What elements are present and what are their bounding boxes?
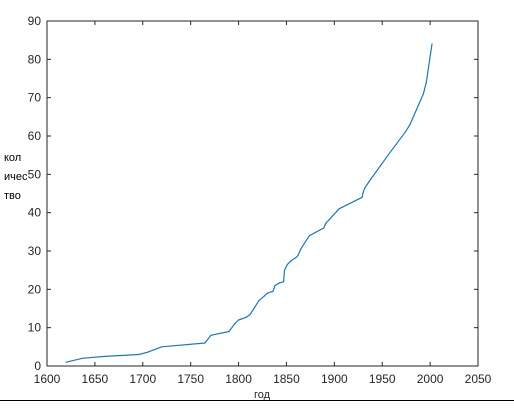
data-point: [364, 187, 366, 189]
y-axis-label: кол ичес тво: [4, 149, 44, 206]
x-tick-label: 1900: [321, 372, 348, 386]
x-tick-label: 2000: [417, 372, 444, 386]
data-point: [361, 196, 363, 198]
x-axis-label: год: [254, 389, 271, 401]
data-point: [146, 351, 149, 353]
data-point: [323, 227, 325, 229]
y-axis-label-line: ичес: [4, 171, 28, 183]
y-tick-label: 70: [28, 91, 42, 105]
y-axis-label-line: кол: [4, 152, 22, 164]
data-point: [327, 219, 330, 221]
data-point: [258, 300, 260, 302]
x-tick-label: 1750: [177, 372, 204, 386]
data-point: [253, 307, 255, 310]
data-point: [65, 361, 67, 363]
y-tick-label: 80: [28, 52, 42, 66]
data-point: [305, 240, 307, 243]
x-tick-label: 1950: [369, 372, 396, 386]
data-point: [286, 263, 289, 266]
data-point: [279, 282, 281, 284]
y-tick-label: 40: [28, 206, 42, 220]
data-point: [234, 323, 236, 325]
data-point: [228, 330, 230, 333]
data-point: [362, 191, 364, 193]
data-point: [266, 292, 268, 294]
x-tick-label: 1700: [129, 372, 156, 386]
y-tick-label: 90: [28, 14, 42, 28]
plot-area: [46, 20, 479, 367]
data-point: [409, 123, 411, 126]
data-point: [81, 357, 84, 359]
data-point: [204, 342, 206, 344]
data-point: [249, 314, 251, 316]
y-tick-label: 20: [28, 282, 42, 296]
data-point: [387, 154, 389, 156]
data-point: [290, 259, 292, 262]
y-tick-label: 30: [28, 244, 42, 258]
data-point: [237, 319, 240, 321]
x-tick-label: 2050: [465, 372, 492, 386]
data-point: [300, 248, 302, 250]
x-tick-label: 1650: [82, 372, 109, 386]
y-tick-label: 0: [34, 359, 41, 373]
data-point: [295, 256, 297, 259]
x-tick-label: 1800: [225, 372, 252, 386]
data-point: [161, 346, 163, 348]
data-point: [272, 290, 274, 292]
data-point: [404, 131, 406, 133]
x-tick-label: 1850: [273, 372, 300, 386]
y-tick-label: 60: [28, 129, 42, 143]
data-point: [210, 334, 212, 336]
data-point: [138, 353, 140, 356]
y-tick-label: 50: [28, 167, 42, 181]
data-point: [103, 355, 106, 358]
data-point: [431, 43, 433, 45]
data-point: [368, 181, 370, 183]
data-point: [325, 222, 327, 224]
divider: [0, 400, 514, 401]
y-tick-label: 10: [28, 321, 42, 335]
data-point: [338, 208, 340, 210]
y-axis-label-line: тво: [4, 190, 21, 202]
data-point: [245, 316, 247, 318]
data-point: [283, 269, 286, 271]
data-point: [297, 255, 299, 257]
data-point: [274, 284, 276, 287]
data-point: [263, 295, 266, 297]
data-point: [425, 81, 427, 83]
x-tick-label: 1600: [34, 372, 61, 386]
data-point: [422, 93, 425, 95]
data-point: [282, 281, 285, 283]
data-point: [308, 235, 311, 237]
